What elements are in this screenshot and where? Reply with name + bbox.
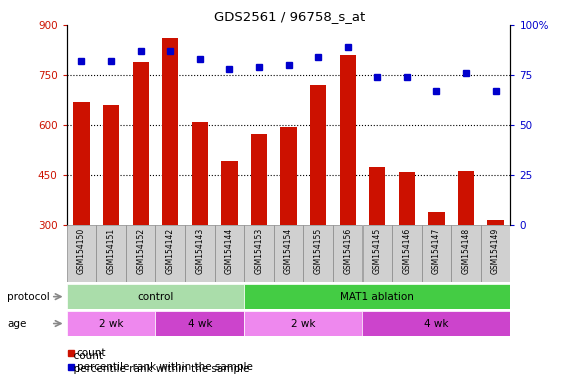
Bar — [162, 38, 179, 225]
Text: GSM154150: GSM154150 — [77, 227, 86, 274]
Bar — [339, 55, 356, 225]
Bar — [215, 225, 244, 282]
Text: GSM154143: GSM154143 — [195, 227, 204, 274]
Text: count: count — [67, 351, 103, 361]
Bar — [422, 225, 451, 282]
Bar — [362, 225, 392, 282]
Bar — [73, 101, 90, 225]
Text: GSM154147: GSM154147 — [432, 227, 441, 274]
Text: GSM154144: GSM154144 — [225, 227, 234, 274]
Bar — [185, 225, 215, 282]
Text: MAT1 ablation: MAT1 ablation — [340, 291, 414, 302]
Bar — [451, 225, 481, 282]
Bar — [362, 311, 510, 336]
Bar — [333, 225, 362, 282]
Text: count: count — [77, 348, 106, 358]
Text: GSM154155: GSM154155 — [314, 227, 322, 274]
Bar — [103, 106, 119, 225]
Text: GSM154142: GSM154142 — [166, 227, 175, 274]
Bar — [244, 225, 274, 282]
Bar — [310, 85, 327, 225]
Bar — [67, 284, 244, 309]
Text: GSM154152: GSM154152 — [136, 227, 145, 274]
Text: GSM154151: GSM154151 — [107, 227, 115, 274]
Bar — [244, 284, 510, 309]
Bar — [458, 171, 474, 225]
Text: GSM154149: GSM154149 — [491, 227, 500, 274]
Text: GDS2561 / 96758_s_at: GDS2561 / 96758_s_at — [215, 10, 365, 23]
Bar — [67, 311, 155, 336]
Text: 4 wk: 4 wk — [187, 318, 212, 329]
Bar — [132, 61, 149, 225]
Bar — [155, 311, 244, 336]
Bar — [67, 225, 96, 282]
Bar — [155, 225, 185, 282]
Text: control: control — [137, 291, 173, 302]
Text: percentile rank within the sample: percentile rank within the sample — [67, 364, 249, 374]
Text: GSM154146: GSM154146 — [403, 227, 411, 274]
Bar — [274, 225, 303, 282]
Text: 4 wk: 4 wk — [424, 318, 449, 329]
Text: 2 wk: 2 wk — [99, 318, 124, 329]
Bar — [481, 225, 510, 282]
Text: age: age — [7, 318, 26, 329]
Bar — [96, 225, 126, 282]
Text: GSM154153: GSM154153 — [255, 227, 263, 274]
Text: 2 wk: 2 wk — [291, 318, 316, 329]
Bar — [398, 172, 415, 225]
Text: GSM154156: GSM154156 — [343, 227, 352, 274]
Bar — [303, 225, 333, 282]
Bar — [191, 122, 208, 225]
Text: percentile rank within the sample: percentile rank within the sample — [77, 362, 253, 372]
Bar — [251, 134, 267, 225]
Bar — [244, 311, 362, 336]
Bar — [280, 127, 297, 225]
Bar — [428, 212, 445, 225]
Bar — [369, 167, 386, 225]
Bar — [221, 161, 238, 225]
Bar — [487, 220, 504, 225]
Text: GSM154148: GSM154148 — [462, 227, 470, 274]
Bar — [126, 225, 155, 282]
Text: GSM154154: GSM154154 — [284, 227, 293, 274]
Text: GSM154145: GSM154145 — [373, 227, 382, 274]
Bar — [392, 225, 422, 282]
Text: protocol: protocol — [7, 291, 50, 302]
